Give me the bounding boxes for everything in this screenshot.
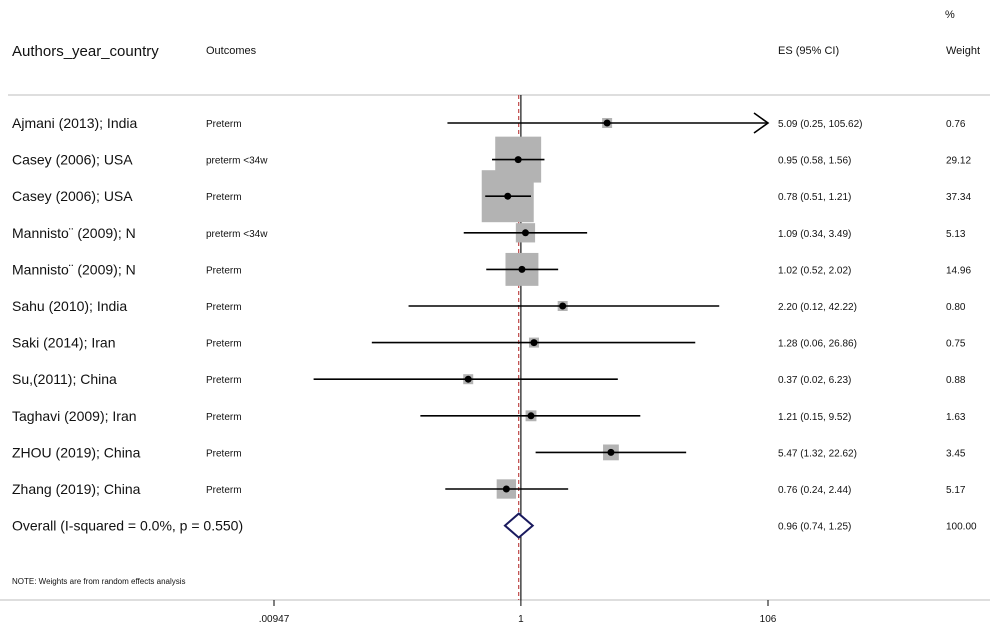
es-ci-label: 0.78 (0.51, 1.21) bbox=[778, 192, 851, 203]
es-column-header: ES (95% CI) bbox=[778, 45, 839, 57]
study-row: Saki (2014); Iran Preterm 1.28 (0.06, 26.8… bbox=[12, 335, 966, 351]
study-label: Mannisto¨ (2009); N bbox=[12, 225, 136, 241]
study-row: Mannisto¨ (2009); N preterm <34w 1.09 (0.3… bbox=[12, 223, 966, 243]
point-estimate bbox=[559, 302, 567, 310]
point-estimate bbox=[518, 265, 526, 273]
x-tick-label: 1 bbox=[518, 614, 524, 625]
weight-label: 0.75 bbox=[946, 339, 966, 350]
study-row: ZHOU (2019); China Preterm 5.47 (1.32, 22.… bbox=[12, 444, 966, 460]
weight-label: 29.12 bbox=[946, 156, 971, 167]
study-row: Mannisto¨ (2009); N Preterm 1.02 (0.52, 2.… bbox=[12, 252, 971, 286]
study-label: Su,(2011); China bbox=[12, 371, 117, 387]
point-estimate bbox=[521, 229, 529, 237]
es-ci-label: 5.09 (0.25, 105.62) bbox=[778, 119, 863, 130]
point-estimate bbox=[464, 375, 472, 383]
outcome-label: Preterm bbox=[206, 412, 242, 423]
study-label: Mannisto¨ (2009); N bbox=[12, 261, 136, 277]
outcome-label: Preterm bbox=[206, 448, 242, 459]
outcome-label: Preterm bbox=[206, 485, 242, 496]
outcome-label: preterm <34w bbox=[206, 156, 268, 167]
weight-label: 0.88 bbox=[946, 375, 966, 386]
weights-note: NOTE: Weights are from random effects an… bbox=[12, 577, 186, 586]
weight-percent-header: % bbox=[945, 9, 955, 21]
ci-arrow bbox=[753, 112, 770, 134]
es-ci-label: 1.02 (0.52, 2.02) bbox=[778, 265, 851, 276]
study-row: Zhang (2019); China Preterm 0.76 (0.24, 2.… bbox=[12, 479, 966, 499]
point-estimate bbox=[504, 192, 512, 200]
weight-label: 5.17 bbox=[946, 485, 966, 496]
study-label: Ajmani (2013); India bbox=[12, 115, 138, 131]
weight-label: 37.34 bbox=[946, 192, 971, 203]
overall-row: Overall (I-squared = 0.0%, p = 0.550) 0.9… bbox=[12, 512, 977, 539]
study-label: ZHOU (2019); China bbox=[12, 444, 141, 460]
overall-weight-label: 100.00 bbox=[946, 522, 977, 533]
es-ci-label: 1.21 (0.15, 9.52) bbox=[778, 412, 851, 423]
x-tick-label: .00947 bbox=[259, 614, 290, 625]
point-estimate bbox=[502, 485, 510, 493]
es-ci-label: 1.09 (0.34, 3.49) bbox=[778, 229, 851, 240]
point-estimate bbox=[514, 156, 522, 164]
study-column-header: Authors_year_country bbox=[12, 43, 159, 60]
outcome-label: Preterm bbox=[206, 192, 242, 203]
outcome-label: Preterm bbox=[206, 302, 242, 313]
study-row: Ajmani (2013); India Preterm 5.09 (0.25, 1… bbox=[12, 112, 966, 134]
point-estimate bbox=[607, 448, 615, 456]
outcome-label: Preterm bbox=[206, 339, 242, 350]
weight-label: 5.13 bbox=[946, 229, 966, 240]
overall-label: Overall (I-squared = 0.0%, p = 0.550) bbox=[12, 518, 243, 534]
es-ci-label: 0.95 (0.58, 1.56) bbox=[778, 156, 851, 167]
outcome-label: Preterm bbox=[206, 375, 242, 386]
weight-label: 3.45 bbox=[946, 448, 966, 459]
study-row: Su,(2011); China Preterm 0.37 (0.02, 6.23)… bbox=[12, 371, 966, 387]
weight-label: 14.96 bbox=[946, 265, 971, 276]
overall-diamond bbox=[503, 512, 535, 539]
es-ci-label: 0.37 (0.02, 6.23) bbox=[778, 375, 851, 386]
outcome-label: preterm <34w bbox=[206, 229, 268, 240]
weight-label: 1.63 bbox=[946, 412, 966, 423]
outcome-label: Preterm bbox=[206, 119, 242, 130]
point-estimate bbox=[527, 412, 535, 420]
outcome-column-header: Outcomes bbox=[206, 45, 257, 57]
es-ci-label: 1.28 (0.06, 26.86) bbox=[778, 339, 857, 350]
study-label: Taghavi (2009); Iran bbox=[12, 408, 137, 424]
study-label: Saki (2014); Iran bbox=[12, 335, 116, 351]
outcome-label: Preterm bbox=[206, 265, 242, 276]
es-ci-label: 0.76 (0.24, 2.44) bbox=[778, 485, 851, 496]
study-row: Taghavi (2009); Iran Preterm 1.21 (0.15, 9… bbox=[12, 408, 966, 424]
study-row: Casey (2006); USA Preterm 0.78 (0.51, 1.21… bbox=[12, 170, 971, 223]
weight-label: 0.76 bbox=[946, 119, 966, 130]
weight-label: 0.80 bbox=[946, 302, 966, 313]
study-label: Casey (2006); USA bbox=[12, 152, 133, 168]
study-row: Sahu (2010); India Preterm 2.20 (0.12, 42.… bbox=[12, 298, 966, 314]
study-label: Casey (2006); USA bbox=[12, 188, 133, 204]
weight-column-header: Weight bbox=[946, 45, 980, 57]
es-ci-label: 5.47 (1.32, 22.62) bbox=[778, 448, 857, 459]
point-estimate bbox=[603, 119, 611, 127]
es-ci-label: 2.20 (0.12, 42.22) bbox=[778, 302, 857, 313]
overall-es-ci-label: 0.96 (0.74, 1.25) bbox=[778, 522, 851, 533]
study-label: Zhang (2019); China bbox=[12, 481, 141, 497]
x-tick-label: 106 bbox=[760, 614, 777, 625]
study-label: Sahu (2010); India bbox=[12, 298, 127, 314]
study-rows: Ajmani (2013); India Preterm 5.09 (0.25, 1… bbox=[12, 112, 971, 499]
x-axis: .00947 1 106 bbox=[259, 600, 777, 625]
point-estimate bbox=[530, 339, 538, 347]
